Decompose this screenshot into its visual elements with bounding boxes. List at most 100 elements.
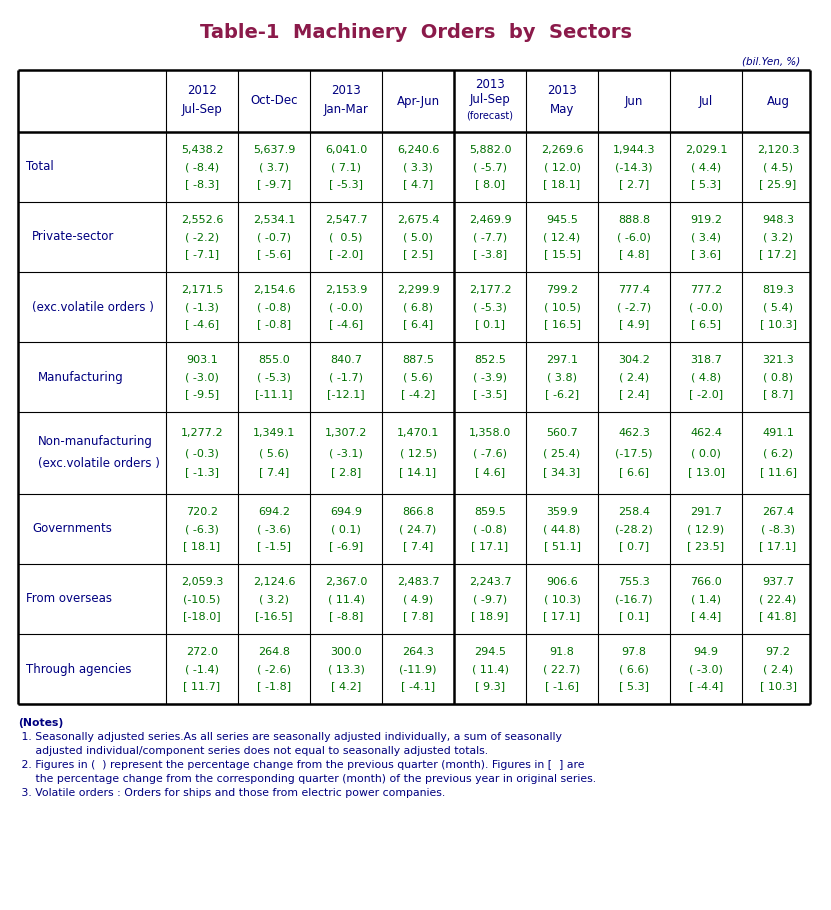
Text: Total: Total — [26, 160, 54, 174]
Text: 5,438.2: 5,438.2 — [181, 146, 224, 156]
Text: 272.0: 272.0 — [186, 647, 218, 657]
Text: [ 18.1]: [ 18.1] — [543, 178, 581, 188]
Text: [ -4.6]: [ -4.6] — [185, 318, 219, 329]
Text: Governments: Governments — [32, 522, 112, 535]
Text: [ 17.2]: [ 17.2] — [760, 248, 797, 258]
Text: ( -7.6): ( -7.6) — [473, 448, 507, 458]
Text: [ 11.6]: [ 11.6] — [760, 468, 796, 478]
Text: 6,240.6: 6,240.6 — [397, 146, 440, 156]
Text: 5,637.9: 5,637.9 — [253, 146, 295, 156]
Text: [ 14.1]: [ 14.1] — [400, 468, 436, 478]
Text: ( 4.8): ( 4.8) — [691, 372, 721, 382]
Text: [ 3.6]: [ 3.6] — [691, 248, 721, 258]
Text: [-16.5]: [-16.5] — [255, 611, 293, 621]
Text: [ 5.3]: [ 5.3] — [691, 178, 721, 188]
Text: 2,547.7: 2,547.7 — [325, 216, 367, 226]
Text: Table-1  Machinery  Orders  by  Sectors: Table-1 Machinery Orders by Sectors — [199, 23, 632, 42]
Text: [ 8.7]: [ 8.7] — [763, 389, 793, 399]
Text: ( 3.2): ( 3.2) — [763, 232, 793, 242]
Text: 840.7: 840.7 — [330, 355, 362, 365]
Text: ( -1.4): ( -1.4) — [185, 664, 219, 674]
Text: ( 12.9): ( 12.9) — [687, 524, 725, 534]
Text: [ 7.4]: [ 7.4] — [259, 468, 289, 478]
Text: [ -4.6]: [ -4.6] — [329, 318, 363, 329]
Text: 2013: 2013 — [331, 85, 361, 97]
Text: ( -0.3): ( -0.3) — [185, 448, 219, 458]
Text: 919.2: 919.2 — [690, 216, 722, 226]
Text: ( 11.4): ( 11.4) — [327, 594, 365, 604]
Text: (Notes): (Notes) — [18, 718, 63, 728]
Text: the percentage change from the corresponding quarter (month) of the previous yea: the percentage change from the correspon… — [18, 774, 596, 784]
Text: [ 2.4]: [ 2.4] — [619, 389, 649, 399]
Text: ( 5.6): ( 5.6) — [259, 448, 289, 458]
Text: [ 4.8]: [ 4.8] — [619, 248, 649, 258]
Text: 3. Volatile orders : Orders for ships and those from electric power companies.: 3. Volatile orders : Orders for ships an… — [18, 788, 445, 798]
Text: [ -4.1]: [ -4.1] — [401, 681, 435, 691]
Text: ( -9.7): ( -9.7) — [473, 594, 507, 604]
Text: [ 8.0]: [ 8.0] — [475, 178, 505, 188]
Text: ( -0.0): ( -0.0) — [689, 302, 723, 312]
Text: 2,171.5: 2,171.5 — [181, 286, 224, 296]
Text: [ 4.2]: [ 4.2] — [331, 681, 361, 691]
Text: [ -1.8]: [ -1.8] — [257, 681, 291, 691]
Text: 97.8: 97.8 — [622, 647, 647, 657]
Text: ( -6.0): ( -6.0) — [617, 232, 651, 242]
Text: 2,154.6: 2,154.6 — [253, 286, 295, 296]
Text: ( -5.3): ( -5.3) — [257, 372, 291, 382]
Text: 297.1: 297.1 — [546, 355, 578, 365]
Text: Jul: Jul — [699, 95, 713, 107]
Text: 694.2: 694.2 — [258, 508, 290, 517]
Text: [ -2.0]: [ -2.0] — [329, 248, 363, 258]
Text: Jul-Sep: Jul-Sep — [182, 103, 223, 116]
Text: (  0.5): ( 0.5) — [329, 232, 362, 242]
Text: [ 25.9]: [ 25.9] — [760, 178, 797, 188]
Text: ( -2.6): ( -2.6) — [257, 664, 291, 674]
Text: 859.5: 859.5 — [474, 508, 506, 517]
Text: [-18.0]: [-18.0] — [183, 611, 221, 621]
Text: ( 4.9): ( 4.9) — [403, 594, 433, 604]
Text: 903.1: 903.1 — [186, 355, 218, 365]
Text: Jan-Mar: Jan-Mar — [323, 103, 368, 116]
Text: ( 13.3): ( 13.3) — [327, 664, 365, 674]
Text: 937.7: 937.7 — [762, 577, 794, 587]
Text: 2,483.7: 2,483.7 — [396, 577, 440, 587]
Text: ( 4.5): ( 4.5) — [763, 162, 793, 172]
Text: ( 3.4): ( 3.4) — [691, 232, 721, 242]
Text: From overseas: From overseas — [26, 592, 112, 605]
Text: [ -5.3]: [ -5.3] — [329, 178, 363, 188]
Text: [ 17.1]: [ 17.1] — [471, 541, 509, 551]
Text: 267.4: 267.4 — [762, 508, 794, 517]
Text: Apr-Jun: Apr-Jun — [396, 95, 440, 107]
Text: 1. Seasonally adjusted series.As all series are seasonally adjusted individually: 1. Seasonally adjusted series.As all ser… — [18, 732, 562, 742]
Text: ( 12.4): ( 12.4) — [543, 232, 581, 242]
Text: 1,944.3: 1,944.3 — [612, 146, 656, 156]
Text: [ 51.1]: [ 51.1] — [543, 541, 581, 551]
Text: ( 5.0): ( 5.0) — [403, 232, 433, 242]
Text: [ 6.4]: [ 6.4] — [403, 318, 433, 329]
Text: 2,153.9: 2,153.9 — [325, 286, 367, 296]
Text: ( 10.3): ( 10.3) — [543, 594, 580, 604]
Text: ( 22.7): ( 22.7) — [543, 664, 581, 674]
Text: ( 4.4): ( 4.4) — [691, 162, 721, 172]
Text: ( -2.7): ( -2.7) — [617, 302, 651, 312]
Text: 2,243.7: 2,243.7 — [469, 577, 511, 587]
Text: 359.9: 359.9 — [546, 508, 578, 517]
Text: May: May — [550, 103, 574, 116]
Text: 2,675.4: 2,675.4 — [396, 216, 440, 226]
Text: [ 2.5]: [ 2.5] — [403, 248, 433, 258]
Text: [ -5.6]: [ -5.6] — [257, 248, 291, 258]
Text: [ 4.7]: [ 4.7] — [403, 178, 433, 188]
Text: [ 23.5]: [ 23.5] — [687, 541, 725, 551]
Text: [ 10.3]: [ 10.3] — [760, 318, 796, 329]
Text: 2,177.2: 2,177.2 — [469, 286, 511, 296]
Text: ( -1.7): ( -1.7) — [329, 372, 363, 382]
Text: [ 34.3]: [ 34.3] — [543, 468, 581, 478]
Text: 694.9: 694.9 — [330, 508, 362, 517]
Text: ( -5.3): ( -5.3) — [473, 302, 507, 312]
Text: 2,552.6: 2,552.6 — [181, 216, 224, 226]
Text: ( 25.4): ( 25.4) — [543, 448, 581, 458]
Text: 264.8: 264.8 — [258, 647, 290, 657]
Text: [ 4.9]: [ 4.9] — [619, 318, 649, 329]
Text: ( 3.7): ( 3.7) — [259, 162, 289, 172]
Text: 755.3: 755.3 — [618, 577, 650, 587]
